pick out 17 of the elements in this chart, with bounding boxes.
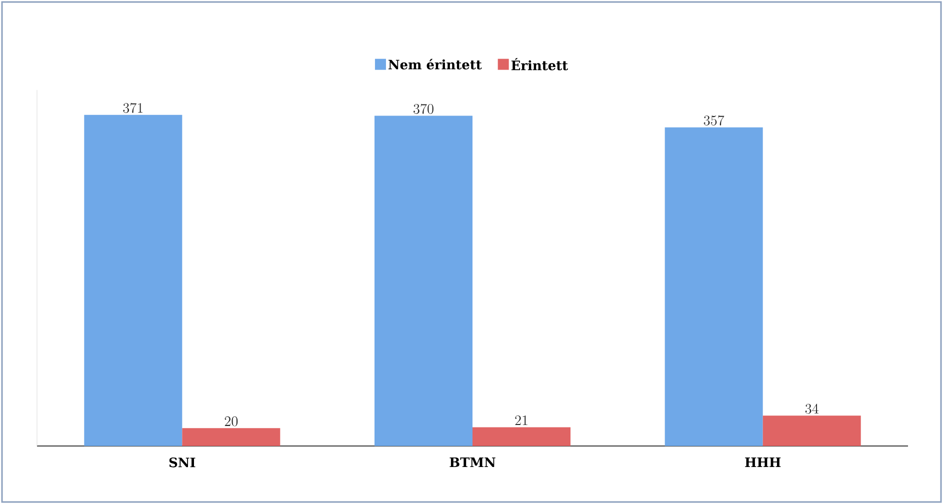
x-tick-label: SNI (169, 458, 196, 468)
bar (182, 428, 280, 446)
data-label: 20 (224, 416, 238, 426)
data-label: 34 (805, 404, 818, 414)
data-label: 357 (704, 115, 724, 126)
data-label: 21 (515, 416, 528, 426)
legend-label: Nem érintett (388, 58, 482, 70)
data-label: 371 (123, 102, 143, 113)
x-tick-label: HHH (745, 458, 781, 467)
legend-label: Érintett (511, 58, 568, 70)
x-tick-label: BTMN (450, 458, 496, 467)
bar (664, 127, 763, 446)
bar (472, 427, 571, 446)
bar (84, 114, 182, 446)
data-label: 370 (414, 104, 434, 114)
bar (762, 416, 861, 446)
bar (374, 116, 473, 446)
